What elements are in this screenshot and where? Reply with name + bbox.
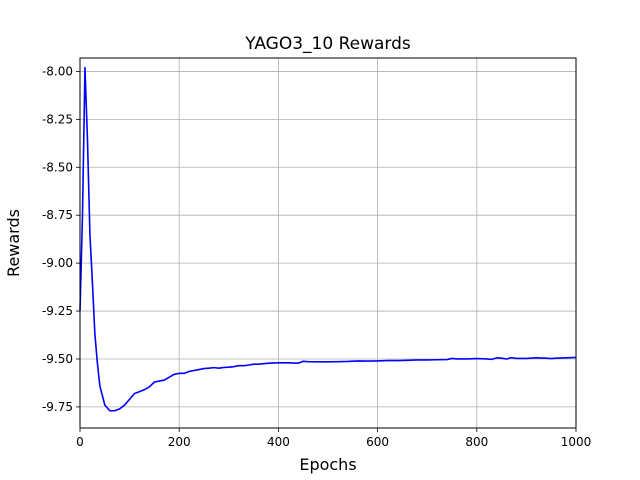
x-tick-label: 0 <box>76 435 84 449</box>
plot-area <box>79 66 577 412</box>
x-tick-label: 400 <box>267 435 290 449</box>
y-tick-label: -9.75 <box>42 400 73 414</box>
y-tick-label: -8.75 <box>42 208 73 222</box>
x-axis-label: Epochs <box>299 455 356 474</box>
x-tick-label: 600 <box>366 435 389 449</box>
y-tick-label: -8.25 <box>42 112 73 126</box>
ticks: 0 200 400 600 800 1000 -9.75 -9.50 -9.25 -9.00 -8.… <box>42 64 591 449</box>
y-tick-label: -9.50 <box>42 352 73 366</box>
series-line-rewards <box>79 66 577 412</box>
x-tick-label: 800 <box>465 435 488 449</box>
x-tick-label: 1000 <box>561 435 592 449</box>
y-axis-label: Rewards <box>4 209 23 277</box>
y-tick-label: -9.25 <box>42 304 73 318</box>
y-tick-label: -9.00 <box>42 256 73 270</box>
y-tick-label: -8.00 <box>42 64 73 78</box>
chart-title: YAGO3_10 Rewards <box>244 34 411 54</box>
x-tick-label: 200 <box>168 435 191 449</box>
y-tick-label: -8.50 <box>42 160 73 174</box>
axes-frame <box>79 57 577 429</box>
